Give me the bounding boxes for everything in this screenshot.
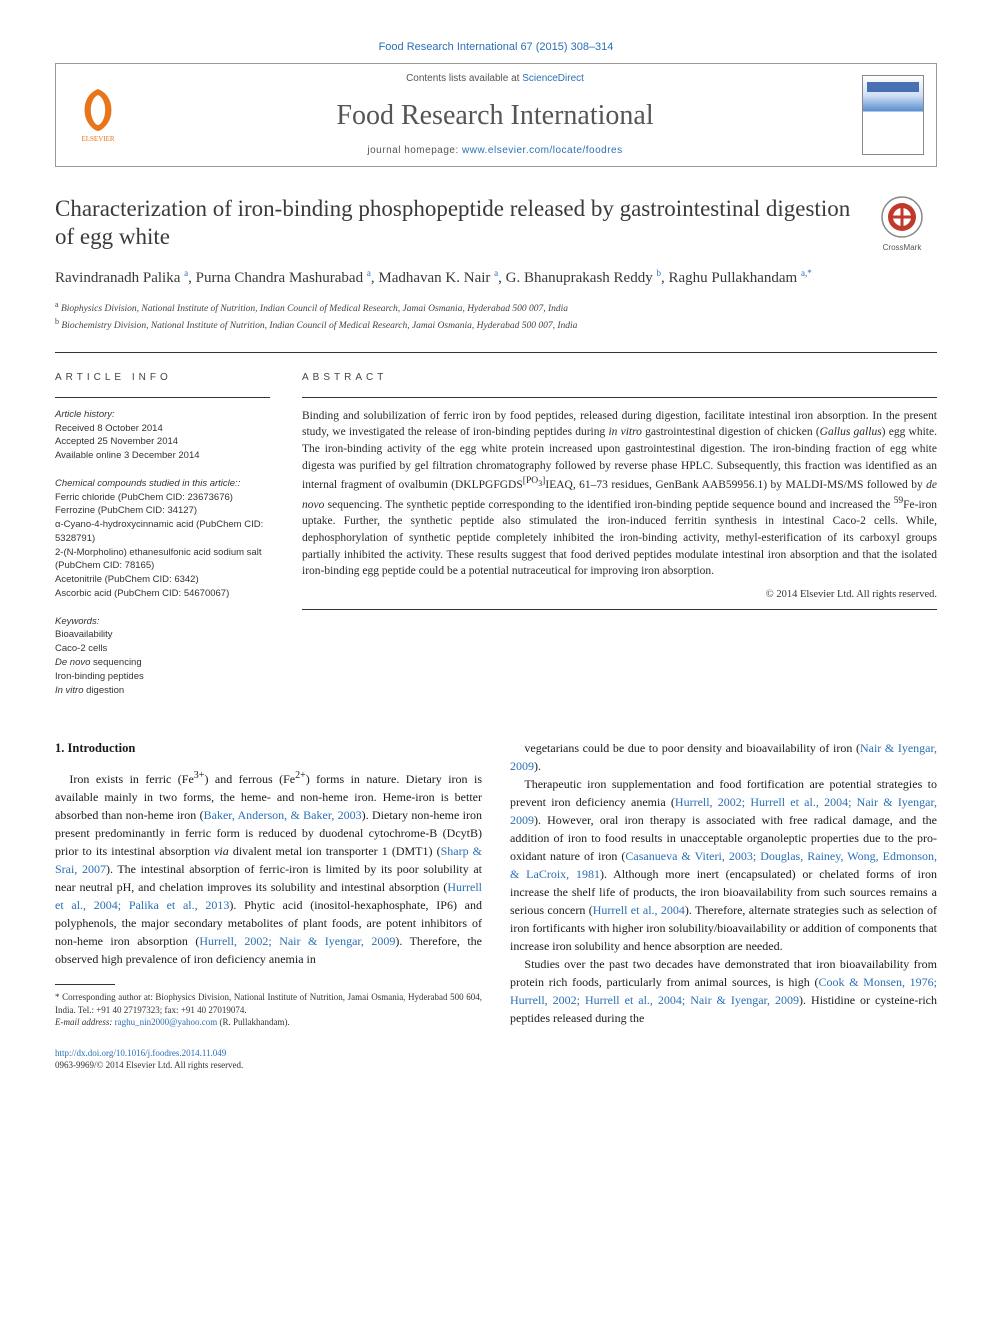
body-right-p3: Studies over the past two decades have d…	[510, 955, 937, 1027]
keyword-item: Bioavailability	[55, 628, 270, 642]
affiliation-b: b Biochemistry Division, National Instit…	[55, 316, 937, 333]
email-label: E-mail address:	[55, 1017, 112, 1027]
history-online: Available online 3 December 2014	[55, 449, 270, 463]
journal-homepage-link[interactable]: www.elsevier.com/locate/foodres	[462, 145, 623, 156]
abstract-copyright: © 2014 Elsevier Ltd. All rights reserved…	[302, 588, 937, 603]
article-title: Characterization of iron-binding phospho…	[55, 195, 855, 253]
compound-item: Ferric chloride (PubChem CID: 23673676)	[55, 491, 270, 505]
intro-paragraph-1: Iron exists in ferric (Fe3+) and ferrous…	[55, 768, 482, 968]
homepage-prefix: journal homepage:	[367, 145, 462, 156]
issn-copyright: 0963-9969/© 2014 Elsevier Ltd. All right…	[55, 1060, 243, 1070]
chemical-compounds: Chemical compounds studied in this artic…	[55, 477, 270, 601]
abstract-text: Binding and solubilization of ferric iro…	[302, 408, 937, 580]
affiliation-a: a Biophysics Division, National Institut…	[55, 299, 937, 316]
keyword-item: In vitro digestion	[55, 684, 270, 698]
keyword-item: Iron-binding peptides	[55, 670, 270, 684]
history-accepted: Accepted 25 November 2014	[55, 435, 270, 449]
corresponding-author-footnote: * Corresponding author at: Biophysics Di…	[55, 991, 482, 1029]
history-received: Received 8 October 2014	[55, 422, 270, 436]
keyword-item: De novo sequencing	[55, 656, 270, 670]
abstract-section: ABSTRACT Binding and solubilization of f…	[302, 371, 937, 712]
corr-author-email[interactable]: raghu_nin2000@yahoo.com	[115, 1017, 218, 1027]
homepage-line: journal homepage: www.elsevier.com/locat…	[128, 144, 862, 158]
keyword-item: Caco-2 cells	[55, 642, 270, 656]
corr-author-text: * Corresponding author at: Biophysics Di…	[55, 991, 482, 1016]
keywords-label: Keywords:	[55, 616, 99, 627]
divider	[55, 352, 937, 353]
abstract-label: ABSTRACT	[302, 371, 937, 385]
journal-cover-thumbnail	[862, 75, 924, 155]
intro-heading: 1. Introduction	[55, 739, 482, 758]
journal-name: Food Research International	[128, 96, 862, 135]
doi-block: http://dx.doi.org/10.1016/j.foodres.2014…	[55, 1047, 937, 1072]
crossmark-label: CrossMark	[867, 242, 937, 253]
article-info-label: ARTICLE INFO	[55, 371, 270, 385]
body-column-right: vegetarians could be due to poor density…	[510, 739, 937, 1029]
affiliations: a Biophysics Division, National Institut…	[55, 299, 937, 334]
body-right-p1: vegetarians could be due to poor density…	[510, 739, 937, 775]
elsevier-logo-text: ELSEVIER	[81, 135, 114, 145]
authors: Ravindranadh Palika a, Purna Chandra Mas…	[55, 267, 937, 289]
journal-citation[interactable]: Food Research International 67 (2015) 30…	[55, 40, 937, 55]
compounds-label: Chemical compounds studied in this artic…	[55, 478, 240, 489]
compound-item: α-Cyano-4-hydroxycinnamic acid (PubChem …	[55, 518, 270, 546]
keywords: Keywords: BioavailabilityCaco-2 cellsDe …	[55, 615, 270, 698]
compound-item: Acetonitrile (PubChem CID: 6342)	[55, 573, 270, 587]
body-right-p2: Therapeutic iron supplementation and foo…	[510, 775, 937, 955]
body-column-left: 1. Introduction Iron exists in ferric (F…	[55, 739, 482, 1029]
article-history: Article history: Received 8 October 2014…	[55, 408, 270, 463]
compound-item: Ascorbic acid (PubChem CID: 54670067)	[55, 587, 270, 601]
compound-item: Ferrozine (PubChem CID: 34127)	[55, 504, 270, 518]
article-info-sidebar: ARTICLE INFO Article history: Received 8…	[55, 371, 270, 712]
lists-line: Contents lists available at ScienceDirec…	[128, 72, 862, 86]
history-label: Article history:	[55, 409, 115, 420]
crossmark-badge[interactable]: CrossMark	[867, 195, 937, 253]
lists-prefix: Contents lists available at	[406, 73, 522, 84]
compound-item: 2-(N-Morpholino) ethanesulfonic acid sod…	[55, 546, 270, 574]
footnote-rule	[55, 984, 115, 985]
email-author-name: (R. Pullakhandam).	[219, 1017, 289, 1027]
elsevier-logo: ELSEVIER	[68, 80, 128, 150]
sciencedirect-link[interactable]: ScienceDirect	[522, 73, 584, 84]
header-center: Contents lists available at ScienceDirec…	[128, 72, 862, 157]
journal-header: ELSEVIER Contents lists available at Sci…	[55, 63, 937, 166]
doi-link[interactable]: http://dx.doi.org/10.1016/j.foodres.2014…	[55, 1048, 226, 1058]
